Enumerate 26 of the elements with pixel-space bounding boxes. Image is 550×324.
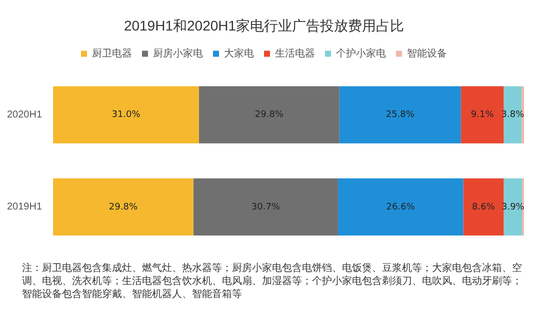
data-label: 26.6% [386,202,416,212]
bar [193,178,338,236]
bar [338,178,464,236]
data-label: 9.1% [470,110,494,120]
data-label: 8.6% [472,202,496,212]
bar [460,86,504,144]
data-label: 30.7% [251,202,280,212]
legend-label: 智能设备 [407,48,447,60]
chart-title: 2019H1和2020H1家电行业广告投放费用占比 [124,17,404,34]
y-tick-label: 2019H1 [7,202,42,213]
y-tick-label: 2020H1 [7,110,42,121]
bar [53,86,200,144]
data-label: 31.0% [112,110,141,120]
legend-label: 厨房小家电 [153,48,203,60]
legend-label: 大家电 [224,48,254,60]
bar [463,178,504,236]
data-label: 29.8% [108,202,138,212]
legend-label: 生活电器 [275,48,315,60]
text: 注：厨卫电器包含集成灶、燃气灶、热水器等；厨房小家电包含电饼铛、电饭煲、豆浆机等；大家电包含冰箱、空调、电视、洗衣机等；生活电器包含饮水机、电风扇、加湿器等；个护小家电包含剃须刀、电吹风、电动牙刷等；智能设备包含智能穿戴、智能机器人、智能音箱等 [22,262,523,301]
bar [199,86,340,144]
legend-label: 个护小家电 [336,48,386,60]
bar [339,86,461,144]
bar [53,178,194,236]
data-label: 29.8% [254,110,284,120]
legend-label: 厨卫电器 [92,48,132,60]
data-label: 25.8% [386,110,415,120]
